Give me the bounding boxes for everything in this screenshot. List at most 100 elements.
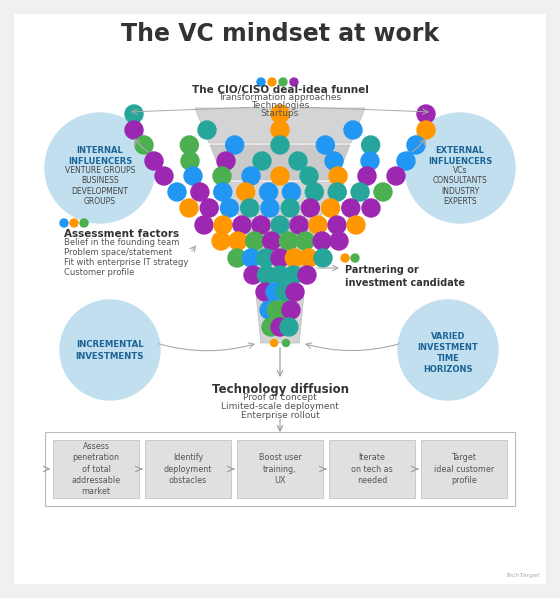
Text: VENTURE GROUPS: VENTURE GROUPS — [65, 166, 135, 175]
Circle shape — [244, 266, 262, 284]
Circle shape — [358, 167, 376, 185]
Circle shape — [374, 183, 392, 201]
Circle shape — [60, 219, 68, 227]
Text: VARIED
INVESTMENT
TIME
HORIZONS: VARIED INVESTMENT TIME HORIZONS — [418, 332, 478, 374]
Circle shape — [274, 301, 293, 319]
Circle shape — [257, 78, 265, 86]
Circle shape — [214, 183, 232, 201]
Circle shape — [228, 249, 246, 267]
Text: Fit with enterprise IT strategy: Fit with enterprise IT strategy — [64, 258, 188, 267]
Circle shape — [258, 266, 276, 284]
Circle shape — [217, 152, 235, 170]
Circle shape — [328, 216, 346, 234]
Circle shape — [200, 199, 218, 217]
Text: The CIO/CISO deal-idea funnel: The CIO/CISO deal-idea funnel — [192, 85, 368, 95]
Polygon shape — [195, 108, 365, 143]
Circle shape — [321, 199, 339, 217]
Circle shape — [296, 232, 314, 250]
Text: Technologies: Technologies — [251, 101, 309, 110]
Circle shape — [301, 199, 319, 217]
Circle shape — [316, 136, 334, 154]
FancyBboxPatch shape — [329, 440, 415, 498]
Circle shape — [212, 232, 230, 250]
Circle shape — [271, 167, 289, 185]
Text: INTERNAL
INFLUENCERS: INTERNAL INFLUENCERS — [68, 146, 132, 166]
Circle shape — [242, 167, 260, 185]
Text: Assess
penetration
of total
addressable
market: Assess penetration of total addressable … — [72, 443, 120, 496]
FancyBboxPatch shape — [421, 440, 507, 498]
Circle shape — [351, 254, 359, 262]
Circle shape — [181, 152, 199, 170]
Text: Assessment factors: Assessment factors — [64, 229, 179, 239]
Text: Enterprise rollout: Enterprise rollout — [241, 411, 319, 420]
Circle shape — [361, 152, 379, 170]
Text: Technology diffusion: Technology diffusion — [212, 383, 348, 396]
Circle shape — [398, 300, 498, 400]
Text: EXTERNAL
INFLUENCERS: EXTERNAL INFLUENCERS — [428, 146, 492, 166]
Circle shape — [229, 232, 247, 250]
Circle shape — [237, 183, 255, 201]
Circle shape — [262, 318, 280, 336]
Polygon shape — [240, 219, 320, 254]
Circle shape — [256, 283, 274, 301]
Circle shape — [289, 152, 307, 170]
Circle shape — [271, 105, 289, 123]
Polygon shape — [256, 293, 304, 343]
Text: CONSULTANTS
INDUSTRY
EXPERTS: CONSULTANTS INDUSTRY EXPERTS — [433, 176, 487, 206]
Circle shape — [271, 216, 289, 234]
Circle shape — [226, 136, 244, 154]
Circle shape — [329, 167, 347, 185]
Text: Iterate
on tech as
needed: Iterate on tech as needed — [351, 453, 393, 484]
Circle shape — [253, 152, 271, 170]
Text: The VC mindset at work: The VC mindset at work — [121, 22, 439, 46]
Circle shape — [407, 136, 425, 154]
Circle shape — [268, 78, 276, 86]
Circle shape — [271, 318, 289, 336]
Circle shape — [135, 136, 153, 154]
Circle shape — [344, 121, 362, 139]
Circle shape — [314, 249, 332, 267]
Circle shape — [125, 121, 143, 139]
Circle shape — [362, 199, 380, 217]
Circle shape — [266, 283, 284, 301]
Circle shape — [256, 249, 274, 267]
Circle shape — [417, 121, 435, 139]
Circle shape — [271, 136, 289, 154]
Text: Startups: Startups — [261, 109, 299, 118]
Circle shape — [214, 216, 232, 234]
Circle shape — [280, 318, 298, 336]
Text: TechTarget: TechTarget — [506, 573, 540, 578]
Circle shape — [213, 167, 231, 185]
Circle shape — [290, 78, 298, 86]
Circle shape — [198, 121, 216, 139]
Text: Identify
deployment
obstacles: Identify deployment obstacles — [164, 453, 212, 484]
Circle shape — [263, 232, 281, 250]
Circle shape — [184, 167, 202, 185]
Circle shape — [300, 167, 318, 185]
Circle shape — [80, 219, 88, 227]
Text: Limited-scale deployment: Limited-scale deployment — [221, 402, 339, 411]
Circle shape — [180, 199, 198, 217]
Text: INCREMENTAL
INVESTMENTS: INCREMENTAL INVESTMENTS — [76, 340, 144, 361]
Circle shape — [281, 199, 299, 217]
Circle shape — [180, 136, 198, 154]
Circle shape — [284, 266, 302, 284]
Circle shape — [241, 199, 259, 217]
Circle shape — [246, 232, 264, 250]
Circle shape — [60, 300, 160, 400]
Circle shape — [70, 219, 78, 227]
Circle shape — [195, 216, 213, 234]
Circle shape — [282, 183, 301, 201]
Circle shape — [168, 183, 186, 201]
Text: BUSINESS
DEVELOPMENT
GROUPS: BUSINESS DEVELOPMENT GROUPS — [72, 176, 128, 206]
Circle shape — [45, 113, 155, 223]
Circle shape — [325, 152, 343, 170]
Circle shape — [397, 152, 415, 170]
Circle shape — [387, 167, 405, 185]
Circle shape — [342, 199, 360, 217]
Text: Problem space/statement: Problem space/statement — [64, 248, 172, 257]
Polygon shape — [225, 182, 335, 217]
Circle shape — [271, 121, 289, 139]
Circle shape — [328, 183, 346, 201]
Circle shape — [330, 232, 348, 250]
